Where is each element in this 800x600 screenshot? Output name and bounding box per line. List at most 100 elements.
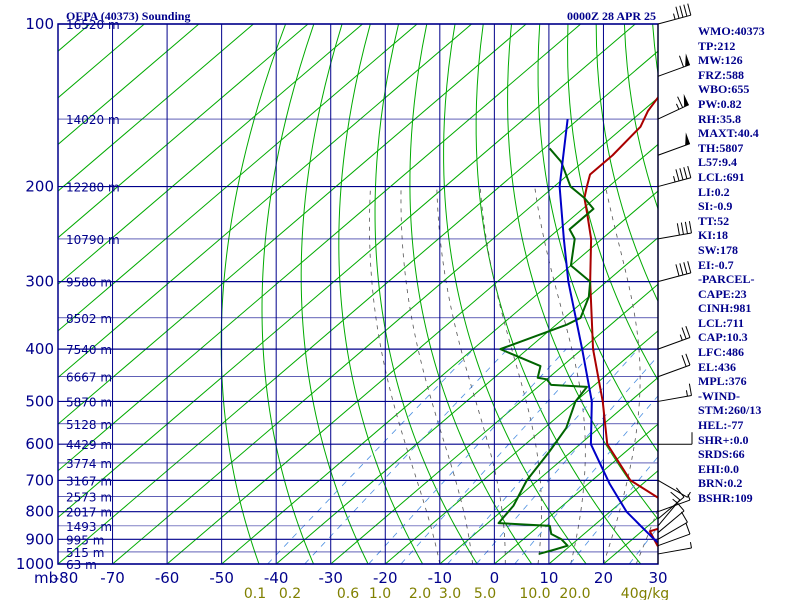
pressure-tick-label: 700 — [25, 471, 54, 489]
index-item: TP:212 — [698, 38, 736, 53]
wind-barb-staff — [657, 510, 685, 534]
wind-barb — [657, 522, 691, 547]
wind-barb-feather — [685, 326, 691, 338]
height-label: 16520 m — [66, 18, 120, 32]
wind-barb-feather — [683, 262, 688, 275]
height-label: 1493 m — [66, 520, 112, 534]
temperature-tick-label: -50 — [209, 569, 234, 587]
temperature-tick-label: -40 — [264, 569, 289, 587]
wind-barb-staff — [657, 143, 691, 156]
wind-barb-feather — [675, 6, 680, 19]
wind-barb-feather — [683, 167, 688, 179]
index-item: MW:126 — [698, 53, 743, 68]
wind-barb-staff — [657, 232, 692, 240]
wind-barb-half-feather — [687, 491, 691, 498]
wind-barb-staff — [657, 177, 691, 188]
wind-barb-feather — [687, 166, 692, 178]
wind-barb-half-feather — [689, 542, 692, 549]
height-label: 8502 m — [66, 312, 112, 326]
plot-frame — [57, 23, 659, 565]
wind-barb-staff — [657, 496, 685, 520]
index-item: LCL:691 — [698, 169, 745, 184]
isotherm-line — [548, 470, 658, 564]
wind-barb — [657, 487, 685, 520]
wind-barb-feather — [683, 4, 688, 17]
wind-barb-feather — [681, 355, 687, 367]
mixing-ratio-label: 5.0 — [474, 586, 496, 600]
wind-barb-staff — [657, 64, 691, 77]
index-item: WBO:655 — [698, 82, 750, 97]
wind-barb-staff — [657, 533, 691, 547]
height-label: 515 m — [66, 546, 104, 560]
isotherm-line — [58, 24, 636, 519]
height-label: 6667 m — [66, 371, 112, 385]
wind-barb — [657, 326, 691, 350]
isotherm-line — [58, 24, 472, 379]
isotherm-line — [58, 24, 309, 239]
dry-adiabat-line — [794, 24, 800, 564]
wind-barb — [657, 383, 692, 402]
mixing-ratio-line — [267, 348, 474, 564]
isotherm-line — [384, 330, 658, 564]
wind-barb-feather — [680, 222, 684, 235]
wind-barb-staff — [657, 547, 692, 555]
index-item: MPL:376 — [698, 374, 747, 389]
parcel-line — [558, 118, 658, 544]
wind-barb-flag — [685, 53, 690, 67]
mixing-ratio-label: 0.1 — [244, 586, 266, 600]
index-item: FRZ:588 — [698, 67, 744, 82]
index-item: MAXT:40.4 — [698, 126, 759, 141]
isotherm-line — [221, 190, 658, 564]
index-item: WMO:40373 — [698, 24, 765, 38]
wind-barb-half-feather — [672, 498, 678, 504]
wind-barb — [657, 491, 681, 527]
isotherm-line — [112, 97, 658, 564]
moist-adiabat-line — [436, 186, 506, 564]
valid-time: 0000Z 28 APR 25 — [567, 9, 656, 23]
wind-barb-half-feather — [675, 103, 680, 110]
dewpoint-line — [497, 147, 595, 555]
wind-barb-feather — [688, 383, 692, 396]
mixing-ratio-line — [476, 355, 658, 564]
isotherm-line — [767, 24, 800, 564]
wind-barb-staff — [657, 364, 691, 378]
index-item: CAPE:23 — [698, 286, 747, 301]
wind-barb-half-feather — [673, 13, 676, 20]
wind-barb — [657, 494, 691, 513]
index-item: EI:-0.7 — [698, 257, 734, 272]
wind-barb-staff — [657, 104, 690, 120]
index-item: CAP:10.3 — [698, 330, 748, 345]
mixing-ratio-label: 0.2 — [279, 586, 301, 600]
station-title: OEPA (40373) Sounding — [66, 9, 190, 23]
stability-indices-list: WMO:40373 TP:212 MW:126 FRZ:588 WBO:655 PW:0.… — [698, 24, 765, 506]
index-item: HEL:-77 — [698, 418, 744, 433]
wind-barb-flag — [685, 132, 690, 146]
wind-barb-staff — [657, 479, 688, 498]
index-item: SHR+:0.0 — [698, 432, 749, 447]
index-item: BSHR:109 — [698, 491, 753, 505]
index-item: RH:35.8 — [698, 111, 741, 126]
wind-barb-feather — [684, 221, 688, 234]
pressure-tick-label: 1000 — [16, 555, 54, 573]
temperature-tick-label: 20 — [594, 569, 613, 587]
isotherm-line — [58, 24, 254, 192]
dry-adiabat-line — [567, 24, 658, 382]
wind-barb — [657, 261, 692, 283]
mixing-ratio-label: 20.0 — [559, 586, 590, 600]
index-item: EL:436 — [698, 359, 737, 374]
wind-barb-staff — [657, 14, 691, 25]
height-label: 12280 m — [66, 181, 120, 195]
index-item: LI:0.2 — [698, 184, 730, 199]
wind-barb-feather — [685, 353, 691, 366]
wind-barb — [657, 479, 691, 498]
wind-barbs — [657, 3, 693, 564]
temperature-tick-label: -60 — [155, 569, 180, 587]
temperature-tick-label: 30 — [648, 569, 667, 587]
pressure-tick-label: 100 — [25, 15, 54, 33]
wind-barb-flag — [683, 93, 689, 107]
pressure-unit-label: mb — [34, 569, 58, 587]
temperature-tick-label: -70 — [100, 569, 125, 587]
height-label: 2017 m — [66, 506, 112, 520]
pressure-tick-label: 400 — [25, 340, 54, 358]
height-label: 63 m — [66, 558, 97, 572]
